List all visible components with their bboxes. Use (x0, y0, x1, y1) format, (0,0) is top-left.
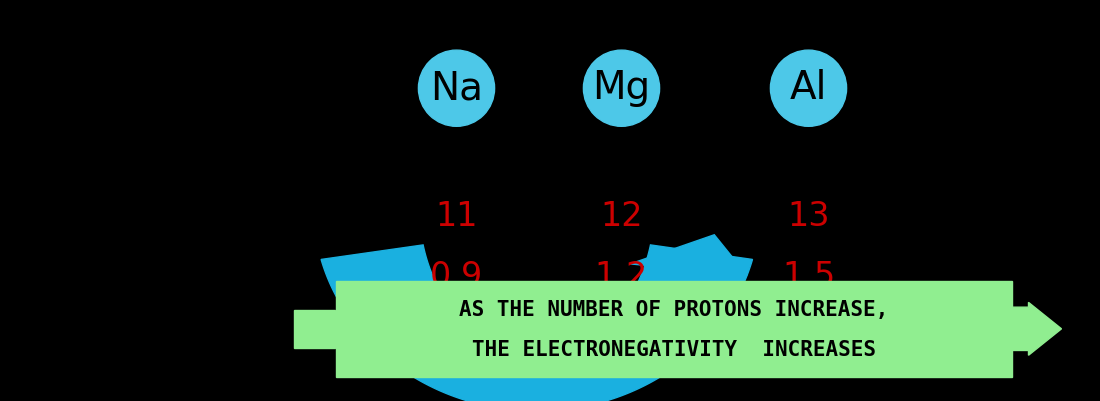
FancyBboxPatch shape (294, 310, 335, 348)
Text: Na: Na (430, 69, 483, 107)
Ellipse shape (770, 50, 847, 126)
Text: Al: Al (790, 69, 827, 107)
Text: 0.9: 0.9 (430, 260, 483, 293)
Ellipse shape (418, 50, 495, 126)
Polygon shape (321, 245, 752, 401)
Polygon shape (630, 235, 747, 275)
Text: 13: 13 (788, 200, 829, 233)
FancyArrow shape (1012, 302, 1062, 355)
Text: 1.2: 1.2 (595, 260, 648, 293)
Text: 1.5: 1.5 (782, 260, 835, 293)
FancyBboxPatch shape (336, 281, 1012, 377)
Text: THE ELECTRONEGATIVITY  INCREASES: THE ELECTRONEGATIVITY INCREASES (472, 340, 876, 360)
Text: 11: 11 (436, 200, 477, 233)
Text: AS THE NUMBER OF PROTONS INCREASE,: AS THE NUMBER OF PROTONS INCREASE, (459, 300, 889, 320)
Ellipse shape (583, 50, 660, 126)
Text: 12: 12 (601, 200, 642, 233)
Text: Mg: Mg (593, 69, 650, 107)
